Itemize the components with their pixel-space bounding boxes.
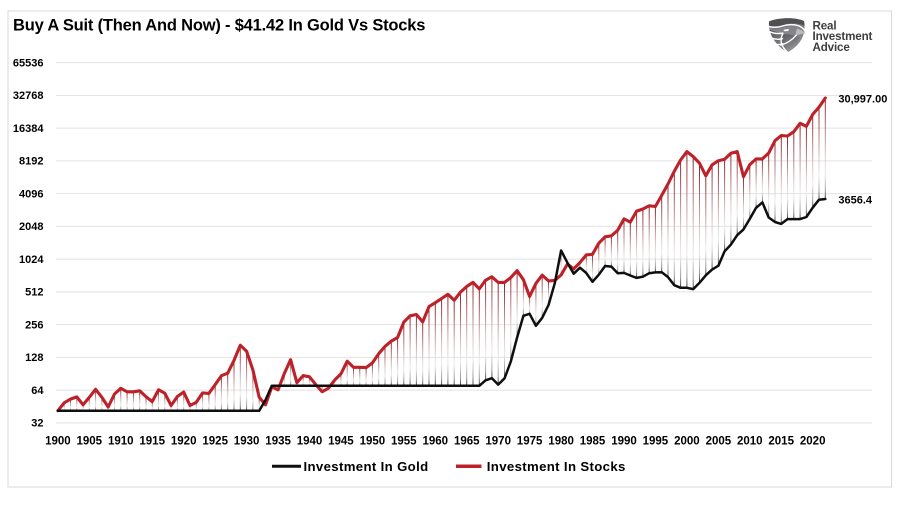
svg-text:512: 512 bbox=[25, 287, 43, 299]
svg-text:Investment In Gold: Investment In Gold bbox=[304, 459, 429, 474]
svg-text:1910: 1910 bbox=[108, 436, 134, 448]
svg-text:1975: 1975 bbox=[517, 436, 543, 448]
svg-text:2048: 2048 bbox=[19, 221, 43, 233]
svg-text:1955: 1955 bbox=[391, 436, 417, 448]
svg-text:32768: 32768 bbox=[13, 90, 44, 102]
svg-text:1925: 1925 bbox=[202, 436, 228, 448]
svg-text:1960: 1960 bbox=[423, 436, 449, 448]
svg-text:2005: 2005 bbox=[706, 436, 732, 448]
svg-text:65536: 65536 bbox=[13, 57, 44, 69]
svg-text:16384: 16384 bbox=[13, 123, 44, 135]
svg-text:Investment: Investment bbox=[813, 30, 873, 43]
svg-text:1965: 1965 bbox=[454, 436, 480, 448]
svg-text:1995: 1995 bbox=[643, 436, 669, 448]
svg-text:128: 128 bbox=[25, 352, 43, 364]
svg-text:1900: 1900 bbox=[45, 436, 71, 448]
svg-text:1945: 1945 bbox=[328, 436, 354, 448]
svg-text:2010: 2010 bbox=[737, 436, 763, 448]
svg-text:30,997.00: 30,997.00 bbox=[838, 94, 887, 106]
svg-text:Real: Real bbox=[813, 19, 837, 32]
svg-text:1930: 1930 bbox=[234, 436, 260, 448]
svg-text:1915: 1915 bbox=[139, 436, 165, 448]
svg-text:2020: 2020 bbox=[800, 436, 826, 448]
svg-text:Investment In Stocks: Investment In Stocks bbox=[487, 459, 626, 474]
svg-text:32: 32 bbox=[31, 418, 43, 430]
svg-text:2000: 2000 bbox=[674, 436, 700, 448]
svg-text:64: 64 bbox=[31, 385, 44, 397]
svg-text:1980: 1980 bbox=[548, 436, 574, 448]
svg-text:1905: 1905 bbox=[77, 436, 103, 448]
svg-text:1920: 1920 bbox=[171, 436, 197, 448]
svg-text:1935: 1935 bbox=[265, 436, 291, 448]
svg-text:2015: 2015 bbox=[768, 436, 794, 448]
svg-text:Buy A Suit (Then And Now) - $4: Buy A Suit (Then And Now) - $41.42 In Go… bbox=[13, 17, 425, 35]
svg-text:1985: 1985 bbox=[580, 436, 606, 448]
svg-text:3656.4: 3656.4 bbox=[838, 195, 873, 207]
svg-text:1990: 1990 bbox=[611, 436, 637, 448]
svg-text:4096: 4096 bbox=[19, 188, 43, 200]
svg-text:Advice: Advice bbox=[813, 41, 851, 54]
svg-text:1024: 1024 bbox=[19, 254, 44, 266]
svg-text:1940: 1940 bbox=[297, 436, 323, 448]
svg-text:256: 256 bbox=[25, 319, 43, 331]
svg-text:1970: 1970 bbox=[485, 436, 511, 448]
svg-text:8192: 8192 bbox=[19, 156, 43, 168]
svg-text:1950: 1950 bbox=[360, 436, 386, 448]
